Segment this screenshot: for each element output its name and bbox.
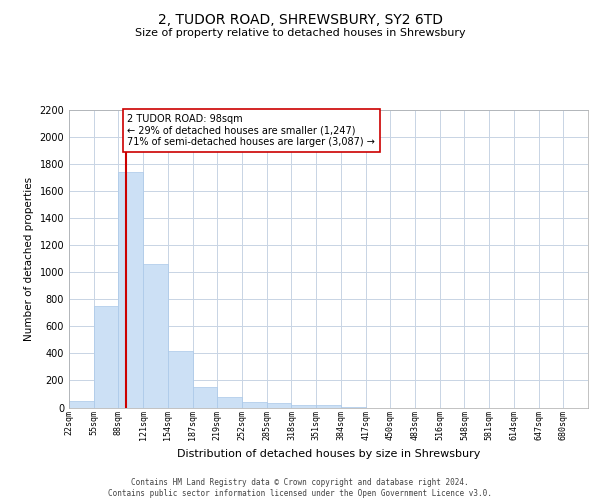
Y-axis label: Number of detached properties: Number of detached properties [24, 176, 34, 341]
Text: Size of property relative to detached houses in Shrewsbury: Size of property relative to detached ho… [134, 28, 466, 38]
Bar [217, 396, 242, 407]
Bar [267, 404, 292, 407]
Text: 2 TUDOR ROAD: 98sqm
← 29% of detached houses are smaller (1,247)
71% of semi-det: 2 TUDOR ROAD: 98sqm ← 29% of detached ho… [127, 114, 375, 148]
Bar [341, 407, 365, 408]
Bar [118, 172, 143, 408]
Bar [143, 264, 168, 408]
Bar [168, 352, 193, 408]
Text: 2, TUDOR ROAD, SHREWSBURY, SY2 6TD: 2, TUDOR ROAD, SHREWSBURY, SY2 6TD [157, 12, 443, 26]
Bar [193, 386, 217, 407]
Bar [69, 400, 94, 407]
Text: Contains HM Land Registry data © Crown copyright and database right 2024.
Contai: Contains HM Land Registry data © Crown c… [108, 478, 492, 498]
Bar [94, 306, 118, 408]
Bar [242, 402, 267, 407]
Bar [316, 406, 341, 407]
Bar [292, 404, 316, 407]
X-axis label: Distribution of detached houses by size in Shrewsbury: Distribution of detached houses by size … [177, 448, 480, 458]
